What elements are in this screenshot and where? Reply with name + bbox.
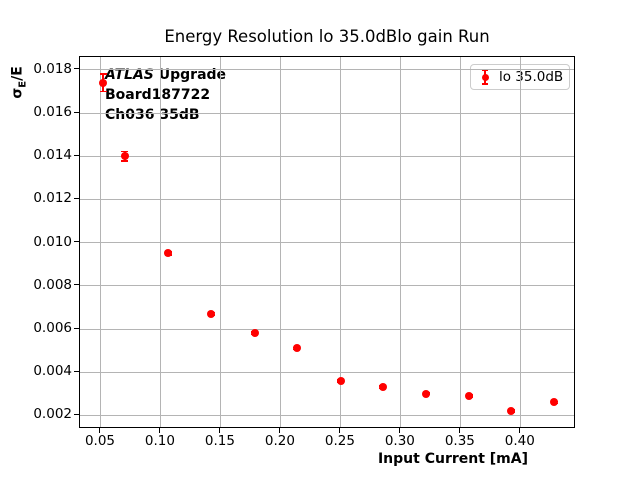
x-tick-mark — [279, 428, 281, 433]
y-tick-label: 0.012 — [33, 190, 72, 207]
y-tick-label: 0.006 — [33, 320, 72, 337]
x-tick-label: 0.15 — [204, 433, 235, 449]
x-tick-mark — [99, 428, 101, 433]
data-point — [292, 344, 301, 353]
x-tick-mark — [519, 428, 521, 433]
x-tick-label: 0.10 — [144, 433, 175, 449]
gridline-x — [280, 57, 282, 427]
y-tick-label: 0.004 — [33, 363, 72, 380]
errorbar-marker-icon — [480, 68, 490, 86]
error-bar-cap-bottom — [121, 160, 129, 162]
data-point — [250, 329, 259, 338]
x-tick-label: 0.20 — [264, 433, 295, 449]
y-tick-mark — [74, 413, 79, 415]
gridline-x — [520, 57, 522, 427]
y-tick-label: 0.018 — [33, 60, 72, 77]
gridline-x — [160, 57, 162, 427]
data-point — [120, 152, 129, 161]
gridline-x — [340, 57, 342, 427]
y-tick-mark — [74, 370, 79, 372]
gridline-y — [80, 155, 574, 157]
y-tick-label: 0.010 — [33, 233, 72, 250]
y-tick-label: 0.016 — [33, 104, 72, 121]
data-point — [336, 376, 345, 385]
x-tick-mark — [399, 428, 401, 433]
annotation-upgrade: Upgrade — [153, 67, 227, 83]
y-tick-mark — [74, 241, 79, 243]
legend-marker-dot — [481, 73, 489, 81]
chart-title: Energy Resolution lo 35.0dBlo gain Run — [164, 27, 490, 46]
gridline-y — [80, 285, 574, 287]
x-tick-label: 0.30 — [384, 433, 415, 449]
y-tick-mark — [74, 154, 79, 156]
y-tick-mark — [74, 111, 79, 113]
gridline-x — [220, 57, 222, 427]
gridline-y — [80, 198, 574, 200]
data-point — [164, 249, 173, 258]
x-tick-mark — [219, 428, 221, 433]
annotation-atlas: ATLAS — [105, 67, 154, 83]
gridline-y — [80, 112, 574, 114]
x-tick-label: 0.40 — [504, 433, 535, 449]
x-axis-label: Input Current [mA] — [377, 451, 528, 467]
annotation-line-1: ATLAS Upgrade — [105, 65, 226, 85]
y-tick-label: 0.008 — [33, 276, 72, 293]
error-bar-cap-bottom — [99, 90, 107, 93]
x-tick-mark — [339, 428, 341, 433]
x-tick-mark — [159, 428, 161, 433]
x-tick-label: 0.35 — [444, 433, 475, 449]
gridline-y — [80, 69, 574, 71]
legend-label: lo 35.0dB — [499, 69, 564, 85]
error-bar-cap-top — [99, 73, 107, 76]
data-point — [507, 407, 516, 416]
x-tick-mark — [459, 428, 461, 433]
y-tick-mark — [74, 68, 79, 70]
y-tick-mark — [74, 327, 79, 329]
x-tick-label: 0.25 — [324, 433, 355, 449]
data-point — [99, 78, 108, 87]
y-tick-mark — [74, 197, 79, 199]
gridline-y — [80, 371, 574, 373]
plot-area: ATLAS Upgrade Board187722 Ch036 35dB lo … — [79, 56, 575, 428]
gridline-y — [80, 328, 574, 330]
data-point — [422, 389, 431, 398]
y-tick-mark — [74, 284, 79, 286]
data-point — [207, 309, 216, 318]
legend-errorbar-cap-bottom — [482, 83, 488, 85]
gridline-x — [460, 57, 462, 427]
error-bar-cap-top — [121, 150, 129, 153]
gridline-y — [80, 414, 574, 416]
legend: lo 35.0dB — [470, 64, 570, 90]
y-axis-label-sigma: σ — [9, 87, 26, 99]
gridline-x — [100, 57, 102, 427]
data-point — [378, 383, 387, 392]
y-axis-label-subscript: E — [17, 80, 29, 88]
annotation-line-3: Ch036 35dB — [105, 107, 200, 123]
y-tick-label: 0.002 — [33, 406, 72, 423]
data-point — [465, 391, 474, 400]
gridline-y — [80, 242, 574, 244]
gridline-x — [400, 57, 402, 427]
data-point — [550, 398, 559, 407]
annotation-line-2: Board187722 — [105, 87, 211, 103]
y-tick-label: 0.014 — [33, 147, 72, 164]
x-tick-label: 0.05 — [84, 433, 116, 449]
annotation: ATLAS Upgrade Board187722 Ch036 35dB — [105, 65, 226, 125]
